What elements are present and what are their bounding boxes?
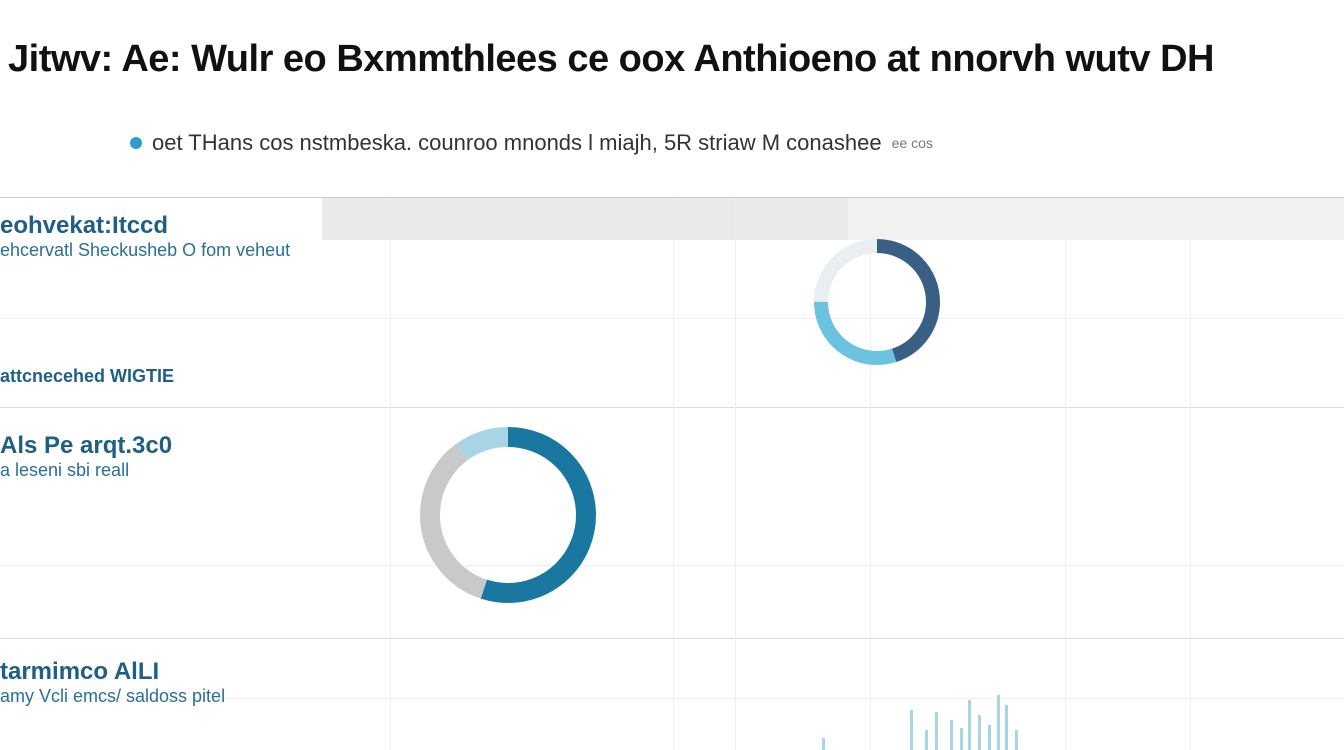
grid-line xyxy=(1190,198,1191,750)
section-title: eohvekat:Itccd xyxy=(0,212,169,239)
section-footer: attcnecehed WIGTIE xyxy=(0,366,175,386)
bar xyxy=(910,710,913,750)
bar xyxy=(935,712,938,750)
grid-line xyxy=(1065,198,1066,750)
page-subtitle: oet THans cos nstmbeska. counroo mnonds … xyxy=(130,130,933,156)
subtitle-extra: ee cos xyxy=(891,135,933,151)
divider xyxy=(0,638,1344,639)
section-3-header: tarmimco AlLI amy Vcli emcs/ saldoss pit… xyxy=(0,658,225,707)
section-subtitle: ehcervatl Sheckusheb O fom veheut xyxy=(0,240,291,260)
grid-line xyxy=(390,198,391,750)
section-title: tarmimco AlLI xyxy=(0,658,160,685)
donut-segment xyxy=(420,427,596,603)
divider xyxy=(0,407,1344,408)
section-1-header: eohvekat:Itccd ehcervatl Sheckusheb O fo… xyxy=(0,212,290,261)
section-2-header: Als Pe arqt.3c0 a leseni sbi reall xyxy=(0,432,172,481)
donut-segment xyxy=(814,239,940,365)
donut-chart-2 xyxy=(420,427,596,603)
bar xyxy=(950,720,953,750)
bar xyxy=(997,695,1000,750)
bar xyxy=(968,700,971,750)
bar xyxy=(925,730,928,750)
divider xyxy=(0,197,1344,198)
bar-cluster xyxy=(800,680,1060,750)
section-subtitle: amy Vcli emcs/ saldoss pitel xyxy=(0,686,226,706)
section-subtitle: a leseni sbi reall xyxy=(0,460,130,480)
grid-line xyxy=(870,198,871,750)
grid-line xyxy=(0,698,1344,699)
donut-chart-1 xyxy=(814,239,940,365)
grid-header-band xyxy=(322,198,848,240)
grid-line xyxy=(0,565,1344,566)
section-title: Als Pe arqt.3c0 xyxy=(0,432,173,459)
grid-line xyxy=(673,198,674,750)
bar xyxy=(822,738,825,750)
bar xyxy=(1005,705,1008,750)
page-title: Jitwv: Ae: Wulr eo Bxmmthlees ce oox Ant… xyxy=(8,38,1214,80)
bar xyxy=(978,715,981,750)
bar xyxy=(988,725,991,750)
grid-line xyxy=(735,198,736,750)
bar xyxy=(960,728,963,750)
donut-segment xyxy=(420,427,596,603)
subtitle-text: oet THans cos nstmbeska. counroo mnonds … xyxy=(152,130,882,155)
bar xyxy=(1015,730,1018,750)
donut-segment xyxy=(814,239,940,365)
grid-header-band xyxy=(848,198,1344,240)
grid-line xyxy=(0,318,1344,319)
legend-dot-icon xyxy=(130,137,142,149)
